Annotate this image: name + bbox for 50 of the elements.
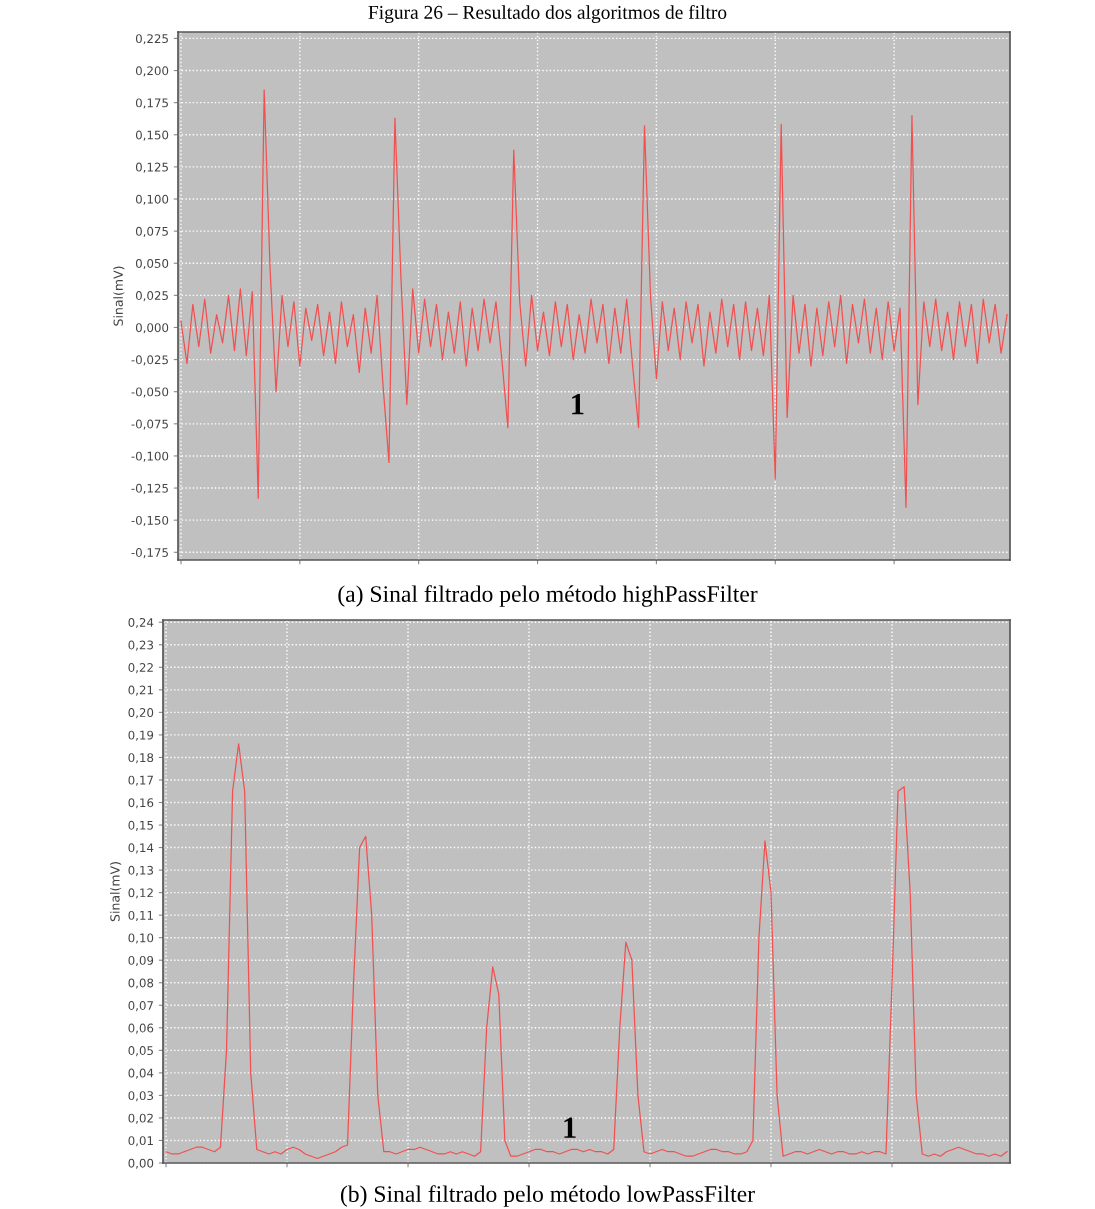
y-tick-label: 0,21 <box>128 685 153 696</box>
y-tick-label: -0,075 <box>131 419 168 430</box>
y-tick-label: -0,125 <box>131 483 168 494</box>
y-tick-label: 0,22 <box>128 663 153 674</box>
y-tick-label: 0,200 <box>135 66 169 77</box>
y-tick-label: 0,075 <box>135 226 168 237</box>
y-tick-label: -0,175 <box>131 548 168 559</box>
text: (a) Sinal filtrado pelo método highPassFilter <box>338 585 758 607</box>
y-tick-label: 0,14 <box>128 843 154 854</box>
y-tick-label: 0,11 <box>128 910 153 922</box>
y-tick-label: 0,150 <box>135 130 169 141</box>
y-tick-label: 0,10 <box>128 933 154 944</box>
text: (b) Sinal filtrado pelo método lowPassFilter <box>340 1185 755 1207</box>
y-tick-label: 0,04 <box>128 1068 154 1079</box>
chart-title: Figura 26 – Resultado dos algoritmos de filtro <box>368 5 727 23</box>
y-tick-label: 0,175 <box>135 98 168 109</box>
y-tick-label: 0,025 <box>135 291 168 302</box>
y-tick-label: 0,23 <box>128 640 154 651</box>
y-tick-label: 0,100 <box>135 194 169 205</box>
y-tick-label: 0,08 <box>128 978 154 989</box>
y-axis-title: Sinal(mV) <box>110 862 122 922</box>
y-tick-label: 0,20 <box>128 708 154 719</box>
y-tick-label: 0,13 <box>128 865 154 876</box>
y-tick-label: 0,12 <box>128 888 153 899</box>
line-series <box>180 89 1008 508</box>
annotation: 1 <box>564 1117 576 1138</box>
y-tick-label: 0,05 <box>128 1046 153 1057</box>
y-tick-label: 0,225 <box>135 34 168 45</box>
y-tick-label: 0,000 <box>135 323 169 334</box>
y-tick-label: 0,00 <box>128 1158 154 1169</box>
y-tick-label: -0,050 <box>131 387 169 398</box>
y-tick-label: 0,16 <box>128 798 154 809</box>
y-tick-label: -0,100 <box>131 451 169 462</box>
y-tick-label: 0,09 <box>128 955 154 967</box>
y-tick-label: 0,24 <box>128 617 154 629</box>
y-tick-label: 0,07 <box>128 1001 153 1012</box>
y-tick-label: 0,02 <box>128 1113 153 1124</box>
y-axis-title: Sinal(mV) <box>113 266 125 326</box>
y-tick-label: 0,125 <box>135 162 168 173</box>
y-tick-label: 0,01 <box>128 1136 153 1147</box>
y-tick-label: 0,18 <box>128 753 154 764</box>
y-tick-label: 0,15 <box>128 820 153 831</box>
y-tick-label: 0,19 <box>128 730 154 741</box>
y-tick-label: -0,150 <box>131 515 169 527</box>
y-tick-label: -0,025 <box>131 355 168 366</box>
y-tick-label: 0,050 <box>135 258 169 270</box>
y-tick-label: 0,06 <box>128 1023 154 1034</box>
annotation: 1 <box>572 394 584 415</box>
y-tick-label: 0,03 <box>128 1091 154 1102</box>
y-tick-label: 0,17 <box>128 775 153 786</box>
